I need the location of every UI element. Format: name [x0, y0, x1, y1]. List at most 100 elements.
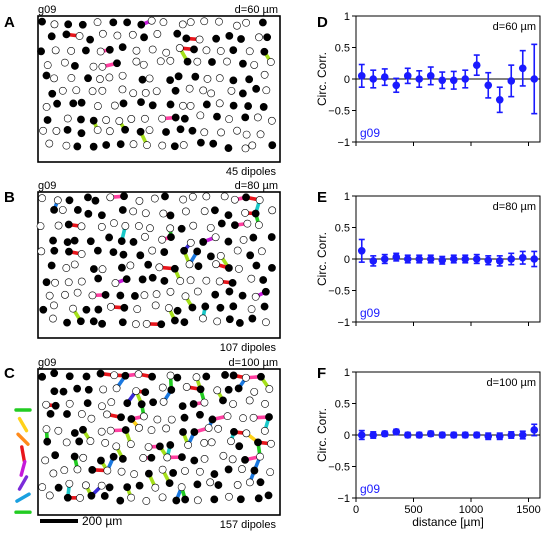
off-cell [217, 128, 225, 137]
off-cell [148, 246, 157, 255]
on-cell [166, 441, 175, 449]
on-cell [170, 264, 179, 273]
on-cell [161, 192, 169, 201]
cell-positions [38, 369, 275, 505]
off-cell [260, 70, 269, 79]
on-cell [190, 456, 199, 465]
on-cell [120, 192, 128, 201]
off-cell [45, 139, 54, 148]
off-cell [54, 221, 63, 230]
off-cell [211, 233, 220, 242]
on-cell [170, 142, 179, 151]
off-cell [158, 383, 167, 392]
on-cell [180, 413, 189, 422]
off-cell [110, 219, 118, 228]
corr-chart-e: E −1 −0.5 0 0.5 1 Circ. Corr. d=80 µm g09 [315, 189, 541, 329]
off-cell [234, 264, 243, 273]
off-cell [60, 466, 69, 475]
off-cell [93, 18, 102, 27]
on-cell [180, 318, 189, 327]
off-cell [200, 398, 209, 407]
off-cell [106, 193, 115, 202]
y-tick-label: −0.5 [328, 462, 350, 474]
off-cell [181, 467, 189, 475]
on-cell [254, 494, 263, 503]
off-cell [162, 424, 171, 433]
off-cell [186, 238, 195, 247]
off-cell [110, 101, 119, 110]
on-cell [121, 426, 130, 434]
off-cell [176, 277, 185, 285]
on-cell [138, 275, 147, 284]
off-cell [141, 209, 150, 218]
off-cell [39, 126, 48, 135]
off-cell [142, 319, 151, 328]
off-cell [182, 207, 190, 216]
off-cell [115, 117, 124, 125]
off-cell [266, 58, 275, 66]
off-cell [243, 219, 252, 228]
data-point [507, 255, 516, 263]
on-cell [196, 410, 204, 419]
on-cell [51, 451, 60, 460]
on-cell [231, 221, 239, 230]
on-cell [118, 318, 127, 327]
off-cell [260, 426, 269, 435]
data-series [357, 423, 539, 441]
on-cell [189, 400, 198, 408]
off-cell [182, 383, 191, 391]
off-cell [65, 399, 74, 408]
y-tick-label: −0.5 [328, 106, 350, 118]
on-cell [97, 456, 105, 465]
off-cell [139, 454, 148, 462]
off-cell [177, 483, 186, 492]
on-cell [241, 455, 249, 464]
on-cell [63, 125, 72, 134]
on-cell [225, 315, 234, 324]
off-cell [186, 276, 195, 285]
off-cell [153, 415, 162, 424]
x-tick-label: 1500 [516, 504, 540, 516]
off-cell [135, 197, 144, 205]
off-cell [106, 302, 115, 311]
on-cell [121, 371, 130, 380]
y-tick-label: 0.5 [335, 43, 350, 55]
on-cell [230, 428, 238, 436]
y-tick-label: 0.5 [335, 399, 350, 411]
data-point [507, 431, 516, 439]
off-cell [49, 469, 58, 478]
data-point [495, 432, 504, 441]
on-cell [119, 250, 128, 259]
off-cell [163, 453, 172, 462]
off-cell [248, 141, 257, 150]
on-cell [70, 452, 79, 461]
on-cell [224, 237, 233, 246]
on-cell [242, 193, 250, 202]
on-cell [241, 113, 250, 122]
on-cell [224, 144, 233, 152]
on-cell [84, 193, 92, 202]
off-cell [225, 492, 233, 501]
off-cell [255, 33, 263, 42]
off-cell [200, 455, 209, 463]
on-cell [117, 413, 125, 422]
on-cell [180, 114, 189, 123]
data-point [461, 75, 470, 83]
off-cell [162, 48, 171, 57]
on-cell [118, 263, 126, 272]
on-cell [123, 399, 132, 408]
cell-positions [36, 192, 277, 329]
on-cell [246, 251, 255, 260]
on-cell [97, 211, 106, 220]
off-cell [87, 414, 96, 423]
panel-id-label: g09 [38, 357, 56, 369]
on-cell [162, 128, 170, 136]
panel-letter: A [4, 14, 15, 31]
off-cell [67, 74, 76, 82]
on-cell [202, 100, 211, 109]
orientation-key-bar [17, 416, 29, 433]
on-cell [149, 398, 158, 407]
on-cell [113, 59, 121, 68]
off-cell [141, 232, 149, 241]
off-cell [140, 291, 149, 300]
